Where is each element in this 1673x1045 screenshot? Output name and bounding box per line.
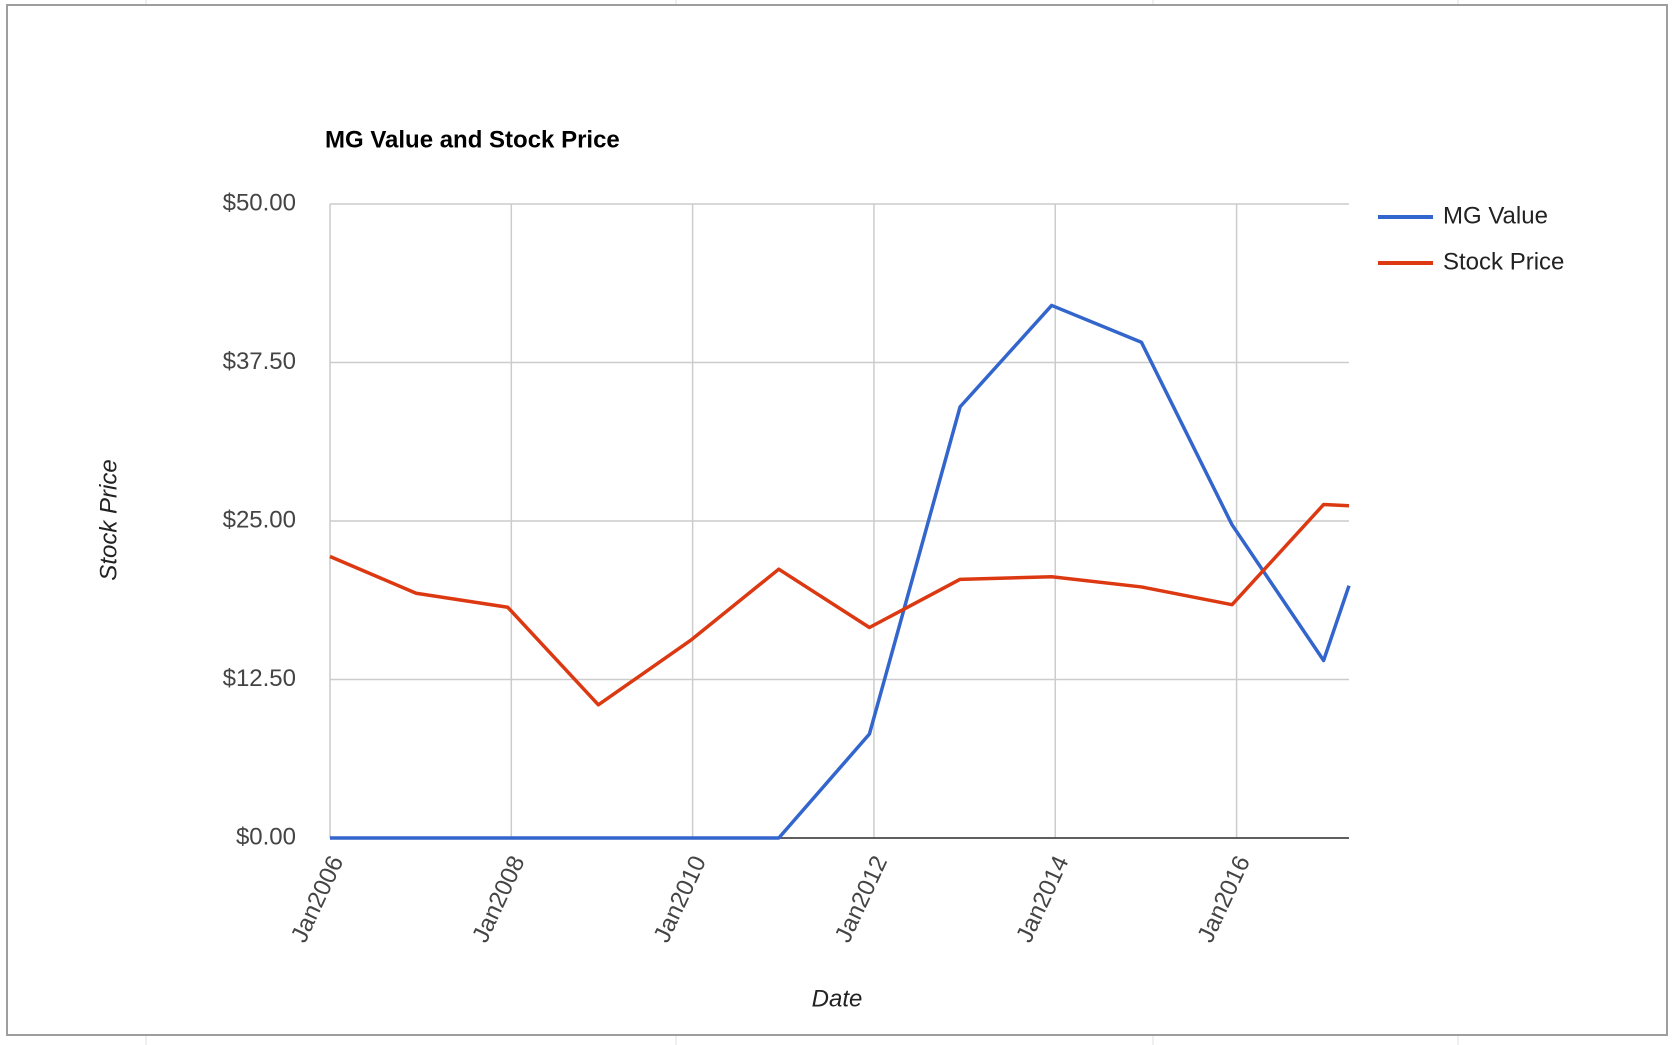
y-tick-label: $37.50 [223,348,296,375]
chart-frame [6,4,1668,1036]
legend-label: MG Value [1443,202,1548,229]
chart-title: MG Value and Stock Price [325,126,620,153]
series-line [329,502,1350,707]
y-tick-label: $50.00 [223,189,296,216]
y-axis-title: Stock Price [95,459,122,580]
series-line [330,303,1351,840]
x-axis-title: Date [812,985,863,1012]
y-tick-label: $25.00 [223,506,296,533]
legend-label: Stock Price [1443,248,1564,275]
y-tick-label: $0.00 [236,823,296,850]
y-tick-label: $12.50 [223,665,296,692]
